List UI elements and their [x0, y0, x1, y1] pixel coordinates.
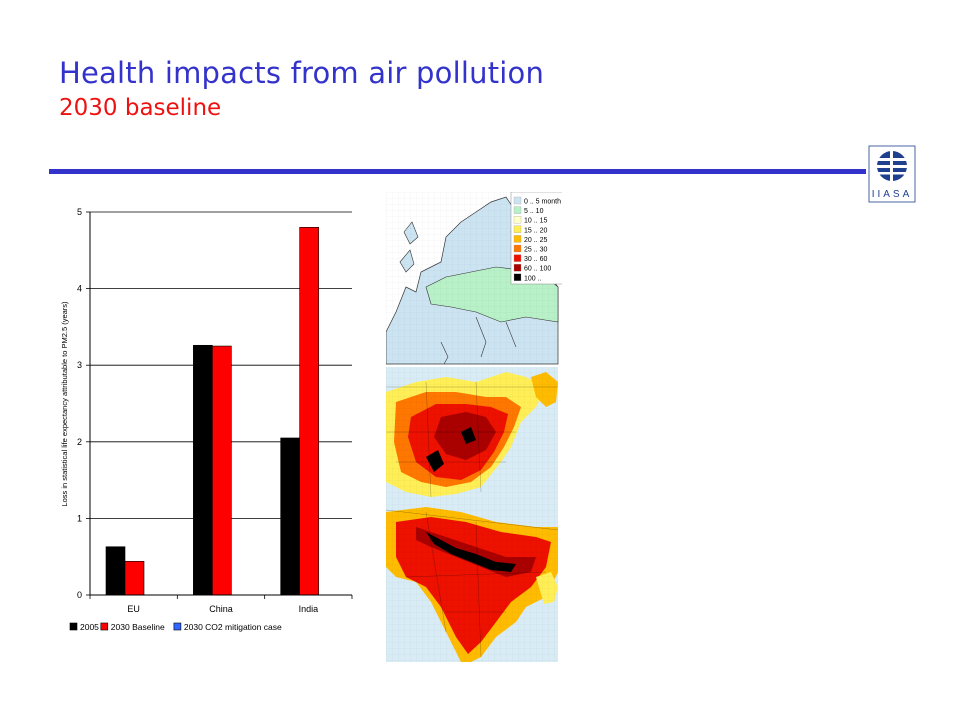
y-tick-labels: 0 1 2 3 4 5: [77, 207, 82, 600]
legend-label: 2030 CO2 mitigation case: [184, 622, 282, 632]
legend-label: 2005: [80, 622, 99, 632]
map-legend-label: 30 .. 60: [524, 256, 547, 263]
x-tick-labels: EU China India: [127, 604, 318, 614]
bar-chart: 0 1 2 3 4 5 EU China India Loss in statistical …: [60, 207, 353, 632]
map-legend-label: 0 .. 5 month: [524, 199, 561, 206]
legend-swatch: [173, 622, 182, 631]
map-panel-china: [386, 367, 558, 502]
legend-label: 2030 Baseline: [111, 622, 165, 632]
y-tick-label: 1: [77, 513, 82, 523]
y-axis-label: Loss in statistical life expectancy attr…: [60, 301, 69, 507]
map-legend-swatch: [513, 254, 522, 262]
logo-border: [868, 145, 916, 203]
iiasa-logo: IIASA: [868, 145, 916, 203]
map-legend-label: 5 .. 10: [524, 208, 544, 215]
x-tick-label: China: [209, 604, 233, 614]
logo-text: IIASA: [872, 189, 913, 200]
legend-swatch: [100, 622, 109, 631]
bar-china-0: [193, 344, 213, 596]
map-legend-swatch: [513, 244, 522, 253]
map-legend-label: 20 .. 25: [524, 237, 547, 244]
map-legend-swatch: [513, 264, 522, 272]
chart-axes: [86, 211, 353, 599]
map-legend-swatch: [513, 235, 522, 243]
y-tick-label: 0: [77, 590, 82, 600]
map-legend-swatch: [513, 216, 522, 224]
map-legend-label: 10 .. 15: [524, 218, 547, 225]
map-legend-swatch: [513, 225, 522, 233]
pm25-maps: 0 .. 5 month 5 .. 10 10 .. 15 15 .. 20 20 ..…: [386, 192, 562, 662]
map-legend-label: 100 ..: [524, 275, 542, 282]
y-tick-label: 3: [77, 360, 82, 370]
bar-india-1: [299, 227, 319, 596]
map-legend-label: 25 .. 30: [524, 247, 547, 254]
map-legend: 0 .. 5 month 5 .. 10 10 .. 15 15 .. 20 20 ..…: [510, 192, 562, 285]
map-legend-swatch: [513, 206, 522, 214]
title-divider: [49, 169, 866, 174]
x-tick-label: India: [299, 604, 319, 614]
legend-swatch: [69, 622, 78, 631]
map-legend-label: 60 .. 100: [524, 266, 551, 273]
slide-title: Health impacts from air pollution: [59, 56, 545, 90]
map-legend-label: 15 .. 20: [524, 227, 547, 234]
y-tick-label: 4: [77, 284, 82, 294]
x-tick-label: EU: [127, 604, 140, 614]
map-panel-india: [386, 502, 559, 662]
map-legend-swatch: [513, 273, 522, 281]
chart-bars: [105, 227, 319, 596]
iiasa-globe-icon: [877, 151, 907, 181]
slide-subtitle: 2030 baseline: [59, 95, 222, 121]
bar-eu-1: [124, 560, 145, 596]
bar-eu-0: [105, 546, 126, 596]
chart-legend: 2005 2030 Baseline 2030 CO2 mitigation cas…: [69, 622, 282, 632]
bar-india-0: [280, 437, 300, 596]
y-tick-label: 2: [77, 437, 82, 447]
bar-china-1: [212, 345, 232, 596]
map-legend-swatch: [513, 196, 522, 205]
y-tick-label: 5: [77, 207, 82, 217]
